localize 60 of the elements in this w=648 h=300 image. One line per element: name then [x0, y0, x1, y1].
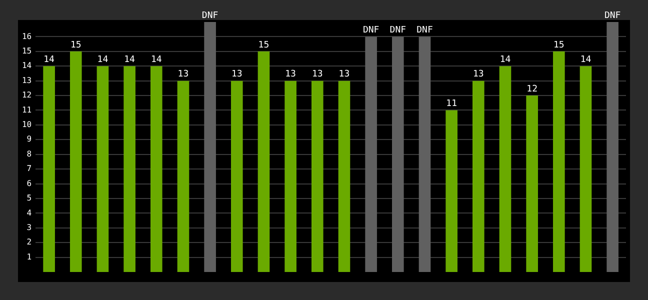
bar	[43, 66, 55, 272]
data-label: DNF	[390, 26, 406, 36]
bar	[258, 51, 270, 272]
y-tick-label: 16	[22, 32, 32, 41]
data-label: 13	[338, 70, 350, 80]
y-tick-label: 5	[26, 194, 32, 203]
data-label: DNF	[416, 26, 433, 36]
y-tick-label: 9	[26, 134, 32, 144]
data-label: 14	[150, 54, 162, 65]
y-tick-label: 14	[22, 61, 32, 70]
data-label: DNF	[604, 10, 621, 21]
data-label: 15	[70, 40, 82, 50]
data-label: 14	[124, 54, 135, 65]
data-label: DNF	[202, 10, 218, 21]
data-label: 12	[526, 84, 538, 94]
bar	[553, 51, 565, 272]
bar	[392, 36, 404, 272]
data-label: 11	[446, 99, 457, 110]
bar	[365, 36, 377, 272]
bar	[230, 80, 243, 272]
bar	[472, 80, 484, 272]
data-label: 15	[258, 40, 270, 50]
data-label: 15	[553, 40, 564, 50]
bar	[446, 110, 458, 272]
y-tick-label: 12	[22, 90, 32, 100]
y-tick-label: 11	[22, 105, 32, 114]
data-label: 13	[231, 70, 242, 80]
data-label: 14	[500, 54, 511, 65]
bar	[526, 96, 538, 272]
bar	[124, 66, 136, 272]
bar	[150, 66, 162, 272]
y-tick-label: 8	[26, 149, 32, 158]
bar	[284, 80, 296, 272]
data-label: 14	[580, 54, 592, 65]
bar	[580, 66, 592, 272]
data-label: DNF	[362, 26, 380, 36]
y-tick-label: 2	[26, 238, 32, 247]
data-label: 14	[97, 54, 108, 65]
data-label: 14	[44, 54, 54, 65]
bar	[338, 80, 350, 272]
y-tick-label: 1	[26, 252, 32, 262]
data-label: 13	[178, 70, 189, 80]
y-tick-label: 6	[26, 178, 32, 188]
bar	[418, 36, 431, 272]
bar	[70, 51, 82, 272]
data-label: 13	[312, 70, 323, 80]
y-tick-label: 3	[26, 222, 32, 232]
bar	[177, 80, 190, 272]
bar	[606, 22, 618, 272]
y-tick-label: 7	[26, 164, 32, 174]
y-tick-label: 4	[26, 208, 32, 218]
y-tick-label: 15	[22, 46, 32, 56]
bar	[204, 22, 216, 272]
y-tick-label: 10	[22, 120, 32, 130]
data-label: 13	[472, 70, 484, 80]
y-tick-label: 13	[22, 76, 32, 85]
bar	[499, 66, 512, 272]
bar	[96, 66, 109, 272]
bar	[311, 80, 324, 272]
data-label: 13	[285, 70, 296, 80]
